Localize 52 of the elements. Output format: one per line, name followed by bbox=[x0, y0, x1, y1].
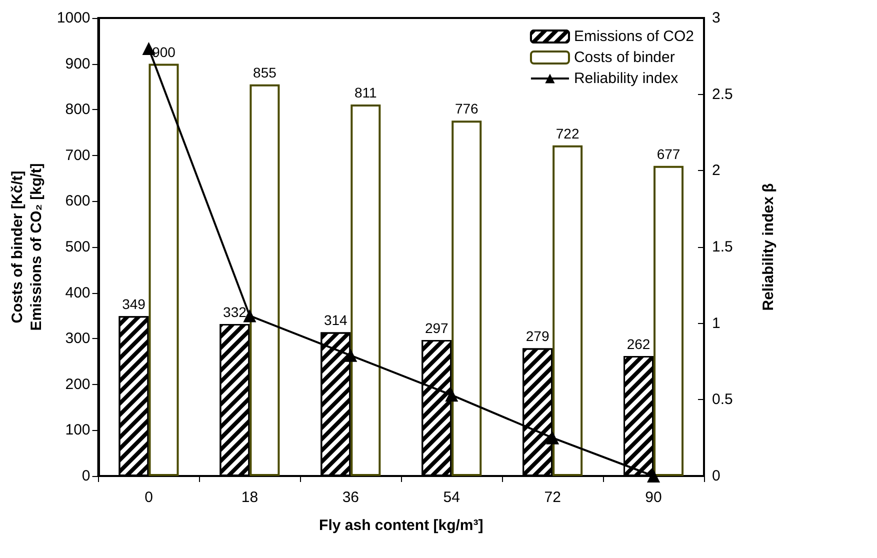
bar bbox=[250, 84, 280, 476]
y-tick-label: 0 bbox=[82, 468, 90, 484]
data-label: 314 bbox=[324, 312, 348, 328]
bar bbox=[350, 104, 381, 476]
y-tick-label: 800 bbox=[65, 101, 90, 118]
data-label: 722 bbox=[556, 125, 580, 142]
y2-tick-label: 1.5 bbox=[712, 238, 733, 256]
legend-label: Emissions of CO2 bbox=[574, 28, 694, 45]
y-tick-label: 200 bbox=[65, 376, 90, 393]
x-tick-label: 36 bbox=[342, 489, 359, 506]
y2-tick-label: 1 bbox=[712, 314, 720, 332]
y-tick-label: 600 bbox=[65, 192, 90, 210]
x-tick-label: 18 bbox=[241, 489, 258, 506]
y2-tick-label: 0.5 bbox=[712, 391, 733, 408]
bar bbox=[148, 64, 179, 476]
data-label: 855 bbox=[253, 64, 277, 80]
data-label: 262 bbox=[626, 336, 650, 352]
data-label: 677 bbox=[656, 146, 680, 162]
point bbox=[546, 431, 560, 444]
point bbox=[647, 470, 660, 482]
y-tick-label: 100 bbox=[65, 422, 90, 439]
y-tick-label: 1000 bbox=[56, 10, 90, 26]
x-tick-label: 0 bbox=[144, 489, 153, 506]
y2-axis-title: Reliability index β bbox=[760, 183, 777, 311]
y2-tick-label: 2 bbox=[712, 162, 720, 180]
y2-tick-label: 3 bbox=[712, 10, 720, 26]
bar bbox=[654, 166, 684, 476]
data-label: 279 bbox=[526, 328, 550, 344]
data-label: 332 bbox=[223, 304, 247, 320]
point bbox=[445, 388, 458, 402]
data-label: 297 bbox=[424, 320, 449, 336]
y-tick-label: 400 bbox=[65, 284, 90, 302]
y-tick-label: 900 bbox=[65, 55, 90, 72]
x-tick-label: 72 bbox=[544, 489, 561, 506]
x-tick-label: 90 bbox=[645, 489, 662, 506]
y-axis-title: Costs of binder [Kč/t] Emissions of CO₂ [kg/t] bbox=[9, 163, 45, 331]
y2-tick-label: 0 bbox=[712, 468, 720, 484]
data-label: 776 bbox=[454, 100, 479, 117]
legend-label: Reliability index bbox=[574, 70, 679, 87]
x-tick-label: 54 bbox=[443, 489, 460, 506]
legend-label: Costs of binder bbox=[574, 49, 675, 66]
bar bbox=[452, 120, 482, 476]
data-label: 349 bbox=[122, 296, 146, 312]
bar bbox=[552, 145, 583, 476]
data-label: 811 bbox=[354, 84, 378, 101]
y2-tick-label: 2.5 bbox=[712, 86, 733, 103]
y-tick-label: 300 bbox=[65, 330, 90, 348]
y-tick-label: 700 bbox=[65, 146, 90, 164]
point bbox=[344, 348, 358, 362]
data-label: 900 bbox=[152, 44, 176, 60]
y-tick-label: 500 bbox=[65, 238, 90, 256]
x-axis-title: Fly ash content [kg/m³] bbox=[319, 517, 484, 534]
